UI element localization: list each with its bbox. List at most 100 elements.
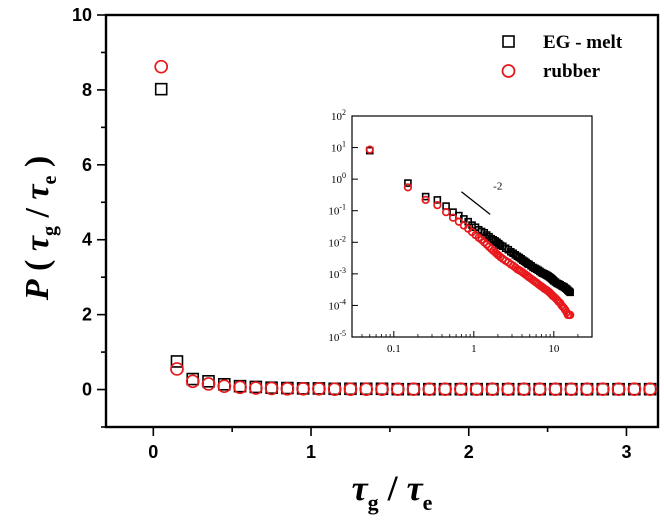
inset-x-axis: 0.1 1 10: [361, 331, 579, 355]
data-point-rubber: [627, 382, 642, 397]
y-title-p: P: [19, 279, 56, 301]
x-axis-title: τg / τe: [352, 468, 433, 515]
y-tick-label: 10: [72, 5, 92, 25]
data-point-rubber: [469, 382, 484, 397]
data-point-rubber: [564, 382, 579, 397]
inset-point-eg-melt: [404, 179, 412, 187]
data-point-rubber: [501, 382, 516, 397]
inset-point-eg-melt: [421, 192, 430, 201]
data-point-eg-melt: [170, 355, 184, 368]
main-x-axis: 0 1 2 3: [148, 427, 631, 462]
main-y-axis: 0 2 4 6 8 10: [72, 5, 106, 428]
y-tick-label: 2: [82, 305, 92, 325]
slope-annotation: -2: [493, 181, 502, 193]
y-tick-label: 0: [82, 380, 92, 400]
inset-y-tick-label: 10-1: [328, 203, 346, 218]
inset-plot-frame: [351, 115, 593, 338]
data-point-rubber: [327, 382, 342, 397]
inset-point-rubber: [441, 208, 451, 217]
x-title-slash: /: [379, 468, 407, 508]
inset-y-tick-label: 102: [331, 108, 346, 123]
inset-point-rubber: [566, 310, 575, 320]
data-point-rubber: [343, 382, 358, 397]
x-title-tau1: τ: [352, 468, 369, 508]
inset-point-rubber: [454, 217, 464, 226]
data-point-rubber: [296, 381, 310, 396]
x-tick-label: 2: [464, 442, 474, 462]
data-point-rubber: [248, 381, 263, 395]
inset-y-tick-label: 10-2: [328, 234, 346, 249]
inset-y-tick-label: 101: [331, 140, 346, 155]
data-point-rubber: [595, 382, 610, 397]
legend-marker-eg-melt: [502, 35, 515, 48]
inset-data-marks: [365, 145, 575, 320]
data-point-rubber: [580, 382, 594, 397]
x-tick-label: 3: [621, 442, 631, 462]
inset-y-tick-label: 100: [331, 171, 346, 186]
inset-y-tick-label: 10-4: [328, 297, 346, 312]
y-title-sub2: e: [39, 175, 61, 184]
inset-y-axis: 10-5 10-4 10-3 10-2 10-1 100 101 102: [328, 108, 358, 344]
legend-marker-rubber: [501, 64, 516, 78]
y-tick-label: 4: [82, 230, 92, 250]
data-point-rubber: [485, 382, 500, 397]
data-point-eg-melt: [154, 82, 168, 96]
inset-point-rubber: [365, 145, 374, 154]
data-point-rubber: [406, 382, 421, 397]
inset-point-rubber: [433, 201, 442, 210]
inset-x-tick-label: 0.1: [387, 343, 401, 355]
data-point-rubber: [454, 382, 468, 397]
legend-label-rubber: rubber: [543, 61, 601, 82]
x-tick-label: 1: [306, 442, 316, 462]
main-data-marks: [154, 59, 657, 397]
data-point-rubber: [422, 382, 437, 397]
inset-point-rubber: [448, 213, 458, 222]
data-point-rubber: [170, 362, 184, 376]
legend: EG - melt rubber: [501, 32, 623, 82]
data-point-rubber: [264, 381, 279, 396]
y-tick-label: 8: [82, 80, 92, 100]
data-point-rubber: [532, 382, 547, 397]
main-plot-frame: [104, 13, 660, 429]
inset-y-tick-label: 10-5: [328, 329, 346, 344]
data-point-rubber: [611, 382, 626, 397]
data-point-rubber: [233, 380, 247, 395]
inset-y-tick-label: 10-3: [328, 266, 346, 281]
data-point-rubber: [280, 381, 295, 396]
data-point-rubber: [375, 382, 389, 397]
inset-point-rubber: [421, 195, 430, 205]
x-title-sub2: e: [423, 490, 433, 515]
data-point-rubber: [517, 382, 531, 397]
inset-chart: 0.1 1 10 10-5 10-4 10-3 10-2 10-1 100 101 102 -2: [328, 108, 593, 355]
y-title-tau1: τ: [19, 235, 56, 251]
legend-label-eg-melt: EG - melt: [543, 32, 623, 53]
y-axis-title: P ( τg / τe ): [19, 156, 61, 301]
slope-guide-line: [461, 191, 491, 215]
inset-point-eg-melt: [565, 287, 573, 296]
y-title-tau2: τ: [19, 184, 56, 200]
data-point-rubber: [312, 381, 326, 396]
inset-x-tick-label: 1: [471, 343, 477, 355]
data-point-rubber: [643, 382, 657, 397]
data-point-rubber: [185, 374, 200, 389]
x-title-tau2: τ: [407, 468, 424, 508]
y-tick-label: 6: [82, 155, 92, 175]
inset-x-tick-label: 10: [548, 343, 560, 355]
x-tick-label: 0: [148, 442, 158, 462]
x-title-sub1: g: [368, 490, 379, 515]
data-point-rubber: [154, 59, 169, 74]
inset-point-eg-melt: [566, 288, 574, 297]
data-point-rubber: [438, 382, 452, 397]
y-title-close: ): [19, 156, 56, 176]
data-point-rubber: [359, 382, 374, 397]
inset-point-rubber: [403, 183, 413, 192]
y-title-open: (: [19, 251, 56, 279]
data-point-rubber: [390, 382, 405, 397]
data-point-rubber: [201, 377, 216, 391]
data-point-rubber: [217, 379, 232, 394]
data-point-rubber: [548, 382, 563, 397]
y-title-slash: /: [19, 200, 56, 226]
inset-point-eg-melt: [433, 196, 442, 204]
